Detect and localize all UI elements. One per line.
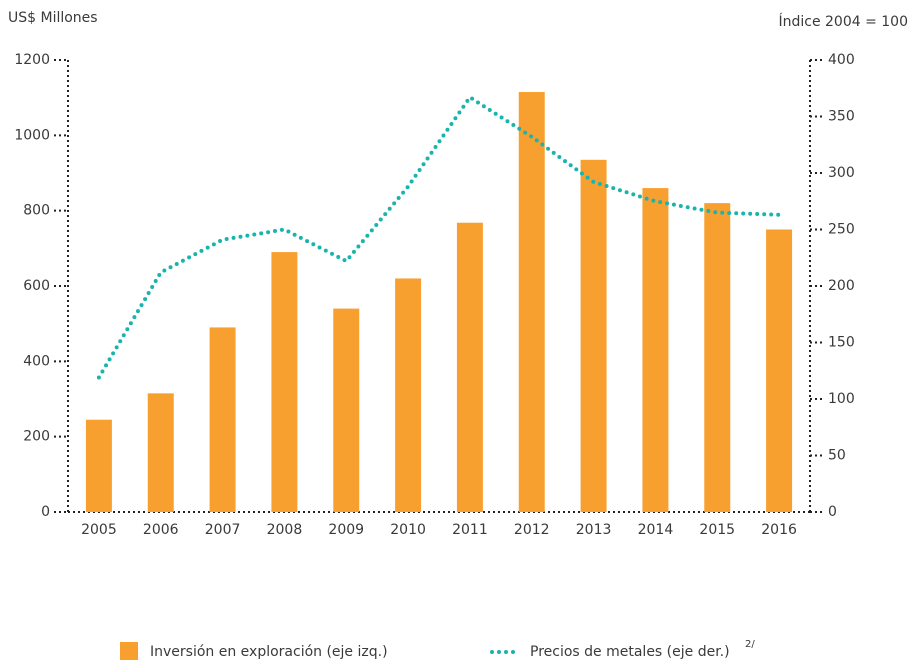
bar: [456, 222, 483, 512]
bar: [518, 92, 545, 513]
y-tick-label: 0: [41, 504, 50, 520]
bar: [271, 252, 298, 512]
x-tick-label: 2005: [81, 522, 117, 538]
bar: [333, 308, 360, 512]
x-tick-label: 2006: [143, 522, 179, 538]
y2-tick-label: 0: [828, 504, 837, 520]
legend-label: Precios de metales (eje der.): [530, 644, 730, 660]
y2-tick-label: 50: [828, 448, 846, 464]
x-tick-label: 2013: [576, 522, 612, 538]
x-tick-label: 2011: [452, 522, 488, 538]
y2-tick-label: 100: [828, 391, 855, 407]
y2-tick-label: 350: [828, 109, 855, 125]
bar: [395, 278, 422, 512]
y2-tick-label: 150: [828, 335, 855, 351]
y-tick-label: 200: [23, 429, 50, 445]
x-tick-label: 2010: [390, 522, 426, 538]
bar: [85, 419, 112, 512]
y-tick-label: 400: [23, 353, 50, 369]
x-tick-label: 2015: [699, 522, 735, 538]
legend-note: 2/: [745, 639, 755, 650]
bar: [704, 203, 731, 512]
bar: [766, 229, 793, 512]
legend-label: Inversión en exploración (eje izq.): [150, 644, 388, 660]
x-tick-label: 2009: [328, 522, 364, 538]
x-tick-label: 2008: [267, 522, 303, 538]
y-tick-label: 1200: [14, 52, 50, 68]
x-tick-label: 2007: [205, 522, 241, 538]
y2-tick-label: 400: [828, 52, 855, 68]
y-axis-label: US$ Millones: [8, 10, 98, 26]
y2-axis-label: Índice 2004 = 100: [778, 13, 908, 30]
legend-swatch: [120, 642, 138, 660]
bar: [147, 393, 174, 512]
y-tick-label: 800: [23, 203, 50, 219]
bar: [209, 327, 236, 512]
line: [96, 95, 782, 380]
y2-tick-label: 200: [828, 278, 855, 294]
y-tick-label: 1000: [14, 127, 50, 143]
x-tick-label: 2016: [761, 522, 797, 538]
y2-tick-label: 300: [828, 165, 855, 181]
y2-tick-label: 250: [828, 222, 855, 238]
x-tick-label: 2012: [514, 522, 550, 538]
y-tick-label: 600: [23, 278, 50, 294]
x-tick-label: 2014: [638, 522, 674, 538]
bar: [642, 188, 669, 513]
bar: [580, 159, 607, 513]
